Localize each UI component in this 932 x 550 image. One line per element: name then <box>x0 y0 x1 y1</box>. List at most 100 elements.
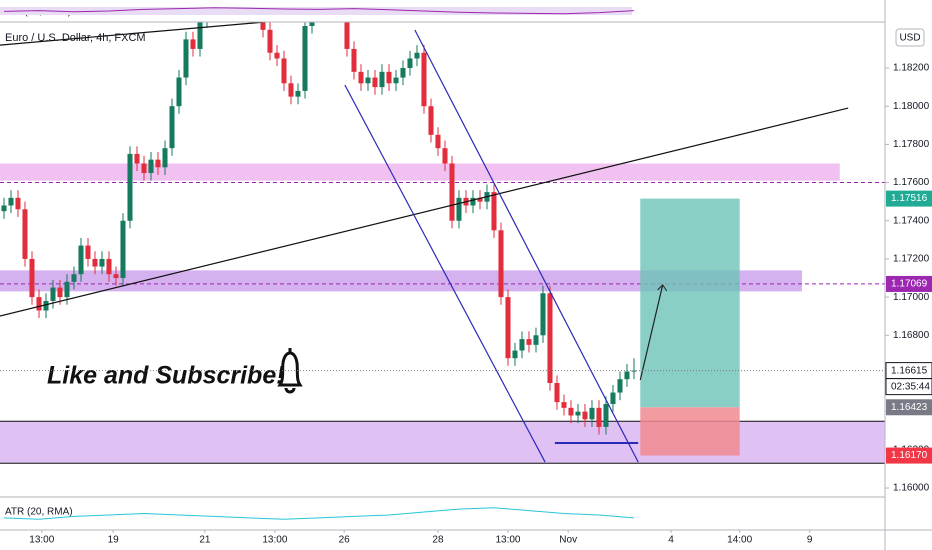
candle-body <box>505 297 511 359</box>
candle-body <box>71 274 77 282</box>
zone <box>0 421 885 464</box>
candle-body <box>526 339 532 345</box>
drawing-line <box>639 284 664 381</box>
candle-body <box>421 52 427 107</box>
candle-body <box>617 379 623 393</box>
candle-body <box>64 281 70 298</box>
x-tick-label: Nov <box>559 535 577 546</box>
candle-body <box>99 258 105 267</box>
candle-body <box>372 77 378 88</box>
candle-body <box>120 220 126 279</box>
candle-body <box>379 71 385 88</box>
candle-body <box>92 258 98 267</box>
rsi-line <box>3 7 635 15</box>
candle-body <box>414 52 420 59</box>
x-tick-label: 26 <box>339 535 351 546</box>
y-tick-label: 1.16800 <box>893 330 930 341</box>
y-tick-label: 1.17800 <box>893 139 930 150</box>
candle-body <box>610 392 616 405</box>
x-tick-label: 13:00 <box>29 535 54 546</box>
candle-body <box>141 163 147 174</box>
candle-body <box>134 153 140 164</box>
candle-body <box>498 230 504 298</box>
candle-body <box>78 245 84 275</box>
candle-body <box>148 159 154 174</box>
currency-label: USD <box>899 33 920 44</box>
candle-body <box>547 293 553 384</box>
y-tick-label: 1.17600 <box>893 177 930 188</box>
countdown-box <box>885 378 932 396</box>
currency-box <box>895 28 925 47</box>
y-tick-label: 1.17000 <box>893 292 930 303</box>
atr-label: ATR (20, RMA) <box>5 507 73 518</box>
candle-body <box>113 274 119 279</box>
x-tick-label: 9 <box>807 535 813 546</box>
candle-body <box>50 287 56 301</box>
candle-body <box>197 22 203 49</box>
candle-body <box>603 404 609 427</box>
candle-body <box>596 407 602 427</box>
candle-body <box>155 159 161 168</box>
candle-body <box>22 209 28 259</box>
countdown: 02:35:44 <box>891 381 930 392</box>
candle-body <box>274 52 280 59</box>
drawing-line <box>0 22 266 46</box>
candle-body <box>43 300 49 311</box>
price-label: 1.16423 <box>891 402 928 413</box>
candle-body <box>491 192 497 231</box>
drawing-line <box>0 107 849 317</box>
candle-body <box>85 245 91 259</box>
profit-zone <box>640 198 740 408</box>
price-label-box <box>886 190 932 207</box>
candle-body <box>512 350 518 359</box>
candle-body <box>260 22 266 30</box>
candle-body <box>624 371 630 380</box>
candle-body <box>8 197 14 206</box>
drawing-line <box>344 84 546 463</box>
candle-body <box>106 258 112 275</box>
candle-body <box>540 293 546 336</box>
candle-body <box>477 197 483 202</box>
candle-body <box>470 197 476 206</box>
candle-body <box>358 71 364 84</box>
candle-body <box>183 39 189 78</box>
candle-body <box>589 407 595 420</box>
zone <box>0 270 802 292</box>
candle-body <box>344 22 350 49</box>
candle-body <box>449 163 455 221</box>
x-tick-label: 13:00 <box>262 535 287 546</box>
symbol-title: Euro / U.S. Dollar, 4h, FXCM <box>5 32 146 44</box>
price-label: 1.17069 <box>891 279 928 290</box>
x-tick-label: 28 <box>432 535 444 546</box>
candle-body <box>575 411 581 416</box>
y-tick-label: 1.17400 <box>893 215 930 226</box>
bell-icon <box>277 348 303 394</box>
candle-body <box>456 197 462 221</box>
candle-body <box>519 339 525 351</box>
price-label: 1.16170 <box>891 450 928 461</box>
y-tick-label: 1.17200 <box>893 254 930 265</box>
x-tick-label: 14:00 <box>727 535 752 546</box>
y-tick-label: 1.16000 <box>893 483 930 494</box>
price-pane <box>0 22 885 464</box>
price-label-box <box>886 447 932 464</box>
candle-body <box>162 148 168 168</box>
rsi-band <box>0 7 632 15</box>
candle-body <box>29 258 35 298</box>
candle-body <box>442 148 448 164</box>
drawing-line <box>414 29 639 463</box>
x-tick-label: 13:00 <box>495 535 520 546</box>
candle-body <box>57 287 63 298</box>
y-tick-label: 1.18200 <box>893 63 930 74</box>
arrow-head <box>657 284 668 292</box>
price-label-box <box>886 399 932 416</box>
candle-body <box>176 77 182 107</box>
candle-body <box>281 58 287 84</box>
candle-body <box>428 106 434 135</box>
candle-body <box>169 106 175 149</box>
x-tick-label: 4 <box>668 535 674 546</box>
candle-body <box>1 205 7 212</box>
candle-body <box>295 90 301 97</box>
candle-body <box>386 71 392 84</box>
